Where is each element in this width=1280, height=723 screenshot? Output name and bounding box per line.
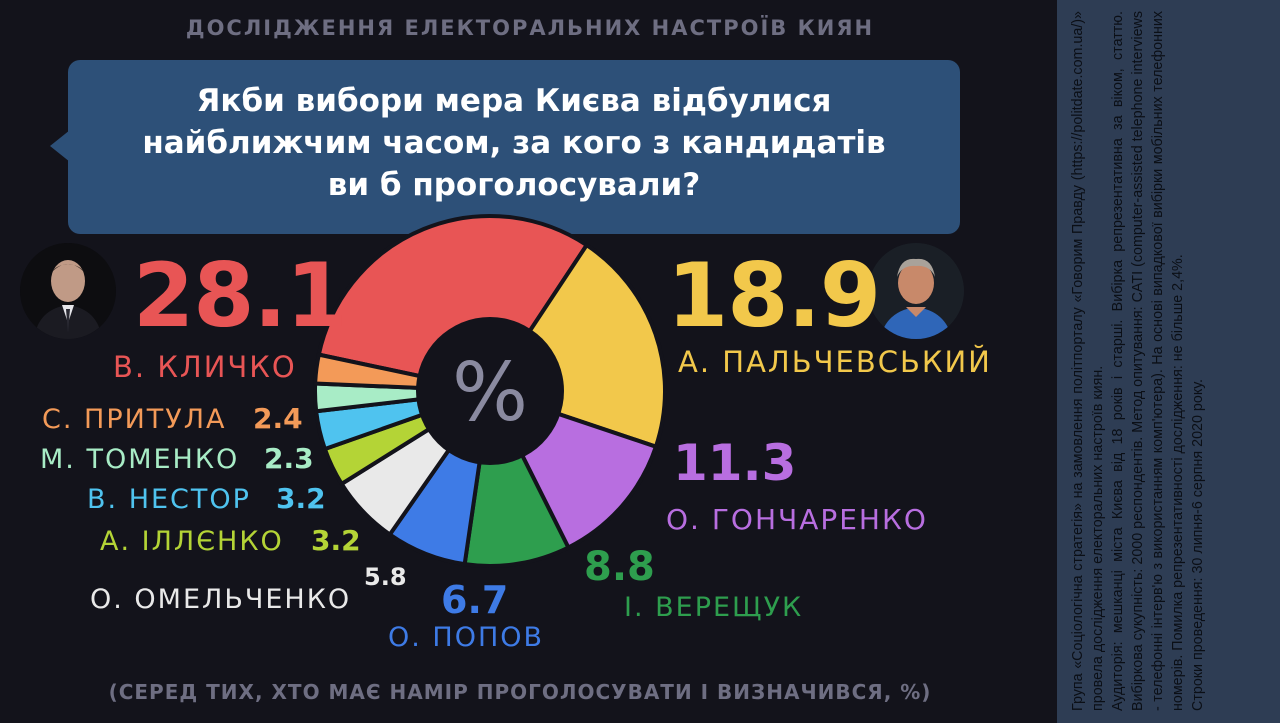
methodology-text: Група «Соціологічна стратегія» на замовл… bbox=[1068, 11, 1268, 711]
label-klychko: В. КЛИЧКО bbox=[113, 350, 297, 384]
value-prytula: 2.4 bbox=[253, 402, 303, 435]
value-nestor: 3.2 bbox=[276, 482, 326, 515]
survey-header: ДОСЛІДЖЕННЯ ЕЛЕКТОРАЛЬНИХ НАСТРОЇВ КИЯН bbox=[185, 16, 875, 40]
label-palchevsky: А. ПАЛЬЧЕВСЬКИЙ bbox=[678, 345, 992, 379]
question-bubble bbox=[68, 60, 960, 234]
question-line-2: найближчим часом, за кого з кандидатів bbox=[142, 125, 886, 161]
label-popov: О. ПОПОВ bbox=[388, 622, 545, 653]
question-line-1: Якби вибори мера Києва відбулися bbox=[196, 83, 832, 119]
methodology-paragraph-2: Аудиторія: мешканці міста Києва від 18 р… bbox=[1110, 11, 1186, 711]
label-illienko: А. ІЛЛЄНКО bbox=[100, 526, 284, 557]
value-palchevsky: 18.9 bbox=[667, 244, 881, 347]
methodology-panel bbox=[1057, 0, 1280, 723]
label-vereshchuk: І. ВЕРЕЩУК bbox=[624, 592, 804, 623]
methodology-paragraph-3: Строки проведення: 30 липня-6 серпня 202… bbox=[1190, 379, 1206, 711]
person-silhouette-icon bbox=[868, 243, 964, 339]
value-illienko: 3.2 bbox=[311, 524, 361, 557]
value-vereshchuk: 8.8 bbox=[584, 544, 655, 590]
pie-chart: % bbox=[312, 214, 667, 568]
label-nestor: В. НЕСТОР bbox=[87, 484, 251, 515]
value-omelchenko: 5.8 bbox=[364, 563, 407, 591]
question-line-3: ви б проголосували? bbox=[327, 167, 701, 203]
label-omelchenko: О. ОМЕЛЬЧЕНКО bbox=[90, 584, 352, 615]
pie-slice-1 bbox=[316, 214, 589, 393]
label-honcharenko: О. ГОНЧАРЕНКО bbox=[666, 503, 928, 536]
pie-center-hole bbox=[416, 317, 564, 465]
footer-note: (СЕРЕД ТИХ, ХТО МАЄ НАМІР ПРОГОЛОСУВАТИ … bbox=[108, 680, 932, 704]
label-tomenko: М. ТОМЕНКО bbox=[40, 444, 240, 475]
label-prytula: С. ПРИТУЛА bbox=[42, 404, 227, 435]
speech-bubble-tail bbox=[50, 130, 70, 162]
pie-center-label: % bbox=[452, 346, 528, 439]
klychko-photo bbox=[20, 243, 116, 339]
palchevsky-photo bbox=[868, 243, 964, 339]
person-silhouette-icon bbox=[20, 243, 116, 339]
methodology-paragraph-1: Група «Соціологічна стратегія» на замовл… bbox=[1070, 11, 1106, 711]
value-tomenko: 2.3 bbox=[264, 442, 314, 475]
value-popov: 6.7 bbox=[441, 578, 509, 622]
survey-question: Якби вибори мера Києва відбулися найближ… bbox=[68, 80, 960, 206]
value-klychko: 28.1 bbox=[133, 244, 347, 347]
value-honcharenko: 11.3 bbox=[673, 434, 797, 492]
